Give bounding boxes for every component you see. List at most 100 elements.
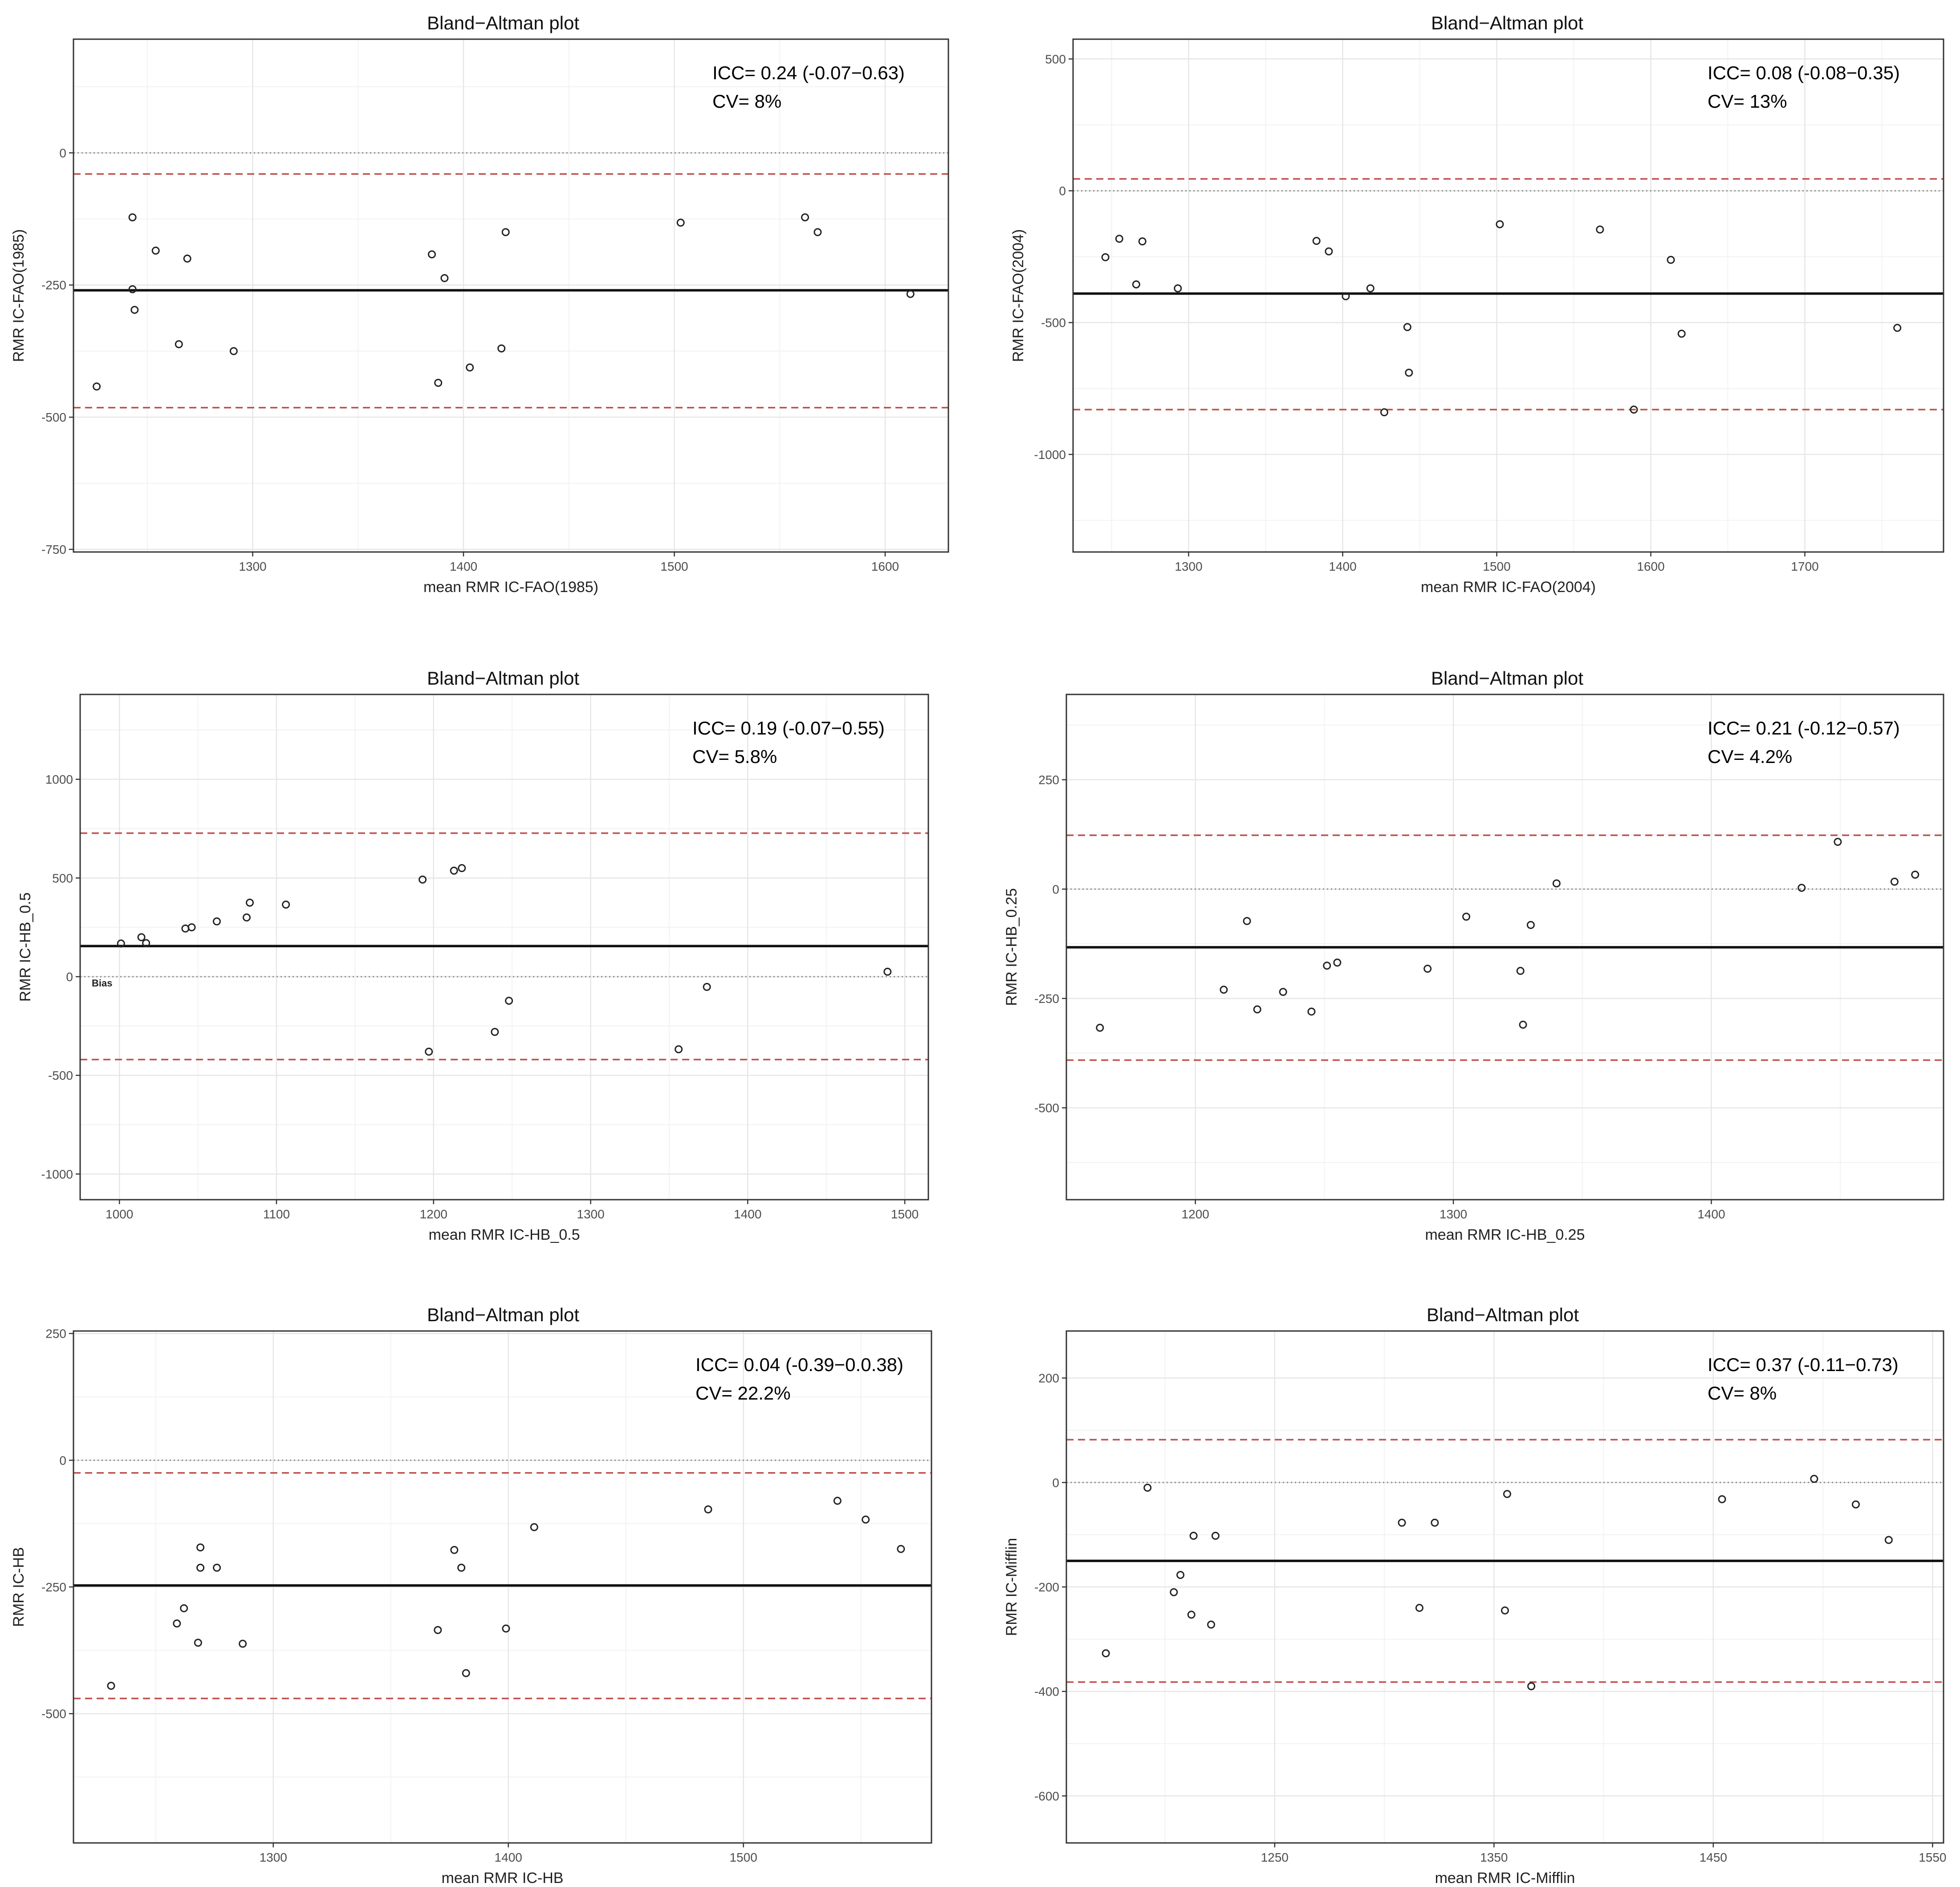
y-tick-label: -750 (41, 543, 66, 556)
data-point (1101, 253, 1110, 261)
y-tick-label: 200 (1038, 1372, 1059, 1385)
data-point (1115, 235, 1123, 243)
cv-annotation: CV= 8% (712, 91, 781, 112)
data-point (1380, 408, 1388, 417)
data-point (704, 1505, 712, 1514)
x-tick-label: 1300 (239, 560, 266, 573)
x-tick-label: 1250 (1261, 1850, 1289, 1864)
data-point (1187, 1611, 1196, 1619)
data-point (1189, 1532, 1198, 1540)
data-point (1884, 1536, 1893, 1544)
data-point (801, 213, 809, 222)
panel-6: 1250 1350 1450 1550 -600 -400 -200 0 200 Bland−Al… (1003, 1304, 1947, 1887)
y-axis-label: RMR IC-HB (10, 1547, 27, 1627)
y-axis-label: RMR IC-Mifflin (1003, 1538, 1020, 1636)
data-point (1253, 1005, 1261, 1014)
cv-annotation: CV= 13% (1708, 91, 1787, 112)
data-point (1174, 284, 1182, 292)
data-point (1890, 877, 1899, 886)
data-point (1516, 967, 1525, 975)
data-point (1852, 1500, 1860, 1509)
data-point (212, 917, 221, 925)
data-point (1207, 1620, 1216, 1629)
data-point (1279, 988, 1287, 996)
y-tick-label: -500 (41, 410, 66, 424)
plot-area (73, 39, 948, 552)
data-point (1366, 284, 1374, 292)
x-tick-label: 1300 (1175, 560, 1202, 573)
data-point (1797, 884, 1806, 892)
panel-1: 1300 1400 1500 1600 -750 -500 -250 0 Bland−Altma… (10, 12, 949, 596)
y-tick-label: -500 (48, 1069, 73, 1083)
data-point (1834, 838, 1842, 846)
y-tick-label: 0 (1052, 882, 1059, 896)
x-tick-label: 1550 (1919, 1850, 1946, 1864)
data-point (1211, 1532, 1220, 1540)
data-point (427, 250, 436, 259)
data-point (1220, 986, 1228, 994)
data-point (434, 378, 443, 387)
data-point (434, 1626, 442, 1634)
bias-label: Bias (92, 978, 112, 989)
data-point (1405, 369, 1413, 377)
data-point (128, 285, 137, 293)
data-point (491, 1028, 499, 1036)
x-tick-label: 1500 (660, 560, 688, 573)
data-point (107, 1682, 115, 1690)
cv-annotation: CV= 5.8% (692, 746, 777, 767)
data-point (1323, 962, 1331, 970)
y-tick-label: 0 (1059, 184, 1066, 198)
data-point (462, 1669, 470, 1677)
data-point (1893, 324, 1902, 332)
data-point (883, 967, 892, 976)
data-point (1503, 1490, 1511, 1498)
y-axis-label: RMR IC-HB_0.25 (1003, 888, 1020, 1006)
data-point (1630, 406, 1638, 414)
y-tick-label: 250 (1038, 773, 1059, 787)
x-tick-label: 1450 (1700, 1850, 1727, 1864)
panel-5: 1300 1400 1500 -500 -250 0 250 Bland−Altman plo… (10, 1304, 932, 1887)
x-tick-label: 1600 (1637, 560, 1664, 573)
data-point (1138, 237, 1147, 246)
data-point (1312, 237, 1321, 245)
data-point (213, 1563, 221, 1572)
data-point (246, 898, 254, 907)
x-tick-label: 1200 (1182, 1207, 1209, 1221)
data-point (1333, 958, 1342, 967)
x-axis-label: mean RMR IC-HB_0.5 (428, 1226, 580, 1243)
plot-title: Bland−Altman plot (427, 12, 579, 33)
x-tick-label: 1400 (1329, 560, 1356, 573)
panel-border (1072, 38, 1944, 553)
y-tick-label: -1000 (41, 1167, 73, 1181)
data-point (458, 864, 466, 872)
data-point (1096, 1023, 1104, 1032)
data-point (175, 340, 183, 349)
data-point (142, 939, 150, 947)
y-tick-label: 0 (66, 970, 73, 984)
plot-title: Bland−Altman plot (427, 1304, 579, 1325)
data-point (128, 213, 137, 222)
x-tick-label: 1300 (1440, 1207, 1467, 1221)
plot-title: Bland−Altman plot (1427, 1304, 1579, 1325)
plot-title: Bland−Altman plot (1431, 668, 1583, 689)
data-point (813, 228, 822, 236)
icc-annotation: ICC= 0.24 (-0.07−0.63) (712, 62, 905, 83)
y-tick-label: -500 (1034, 1101, 1059, 1115)
data-point (93, 382, 101, 391)
data-point (703, 983, 711, 991)
data-point (1307, 1007, 1316, 1016)
panel-3: Bias 1000 1100 1200 1300 1400 1500 -1000 -500 0 50… (17, 668, 929, 1243)
panel-border (1065, 694, 1944, 1201)
data-point (1143, 1484, 1152, 1492)
data-point (183, 254, 191, 263)
data-point (187, 923, 196, 932)
y-tick-label: 1000 (45, 773, 73, 787)
y-tick-label: 500 (52, 871, 73, 885)
icc-annotation: ICC= 0.21 (-0.12−0.57) (1708, 718, 1900, 739)
x-tick-label: 1200 (420, 1207, 447, 1221)
data-point (1526, 921, 1535, 929)
data-point (1176, 1571, 1185, 1579)
data-point (239, 1639, 247, 1648)
y-tick-label: -400 (1034, 1685, 1059, 1699)
data-point (1403, 323, 1411, 331)
